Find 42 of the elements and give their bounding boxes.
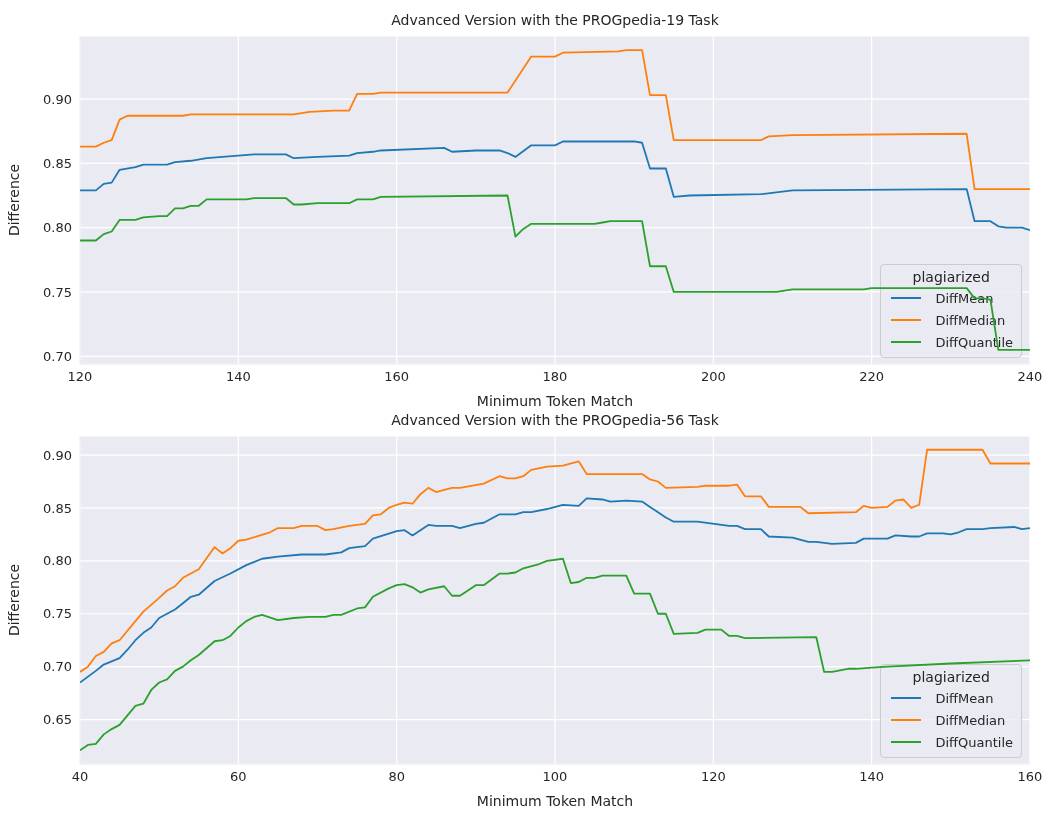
x-tick-label: 180 [542,369,568,385]
x-tick-label: 80 [388,769,405,785]
chart-title: Advanced Version with the PROGpedia-19 Task [390,11,720,30]
y-tick-label: 0.90 [43,447,72,463]
x-tick-label: 240 [1017,369,1043,385]
x-axis-title: Minimum Token Match [476,793,634,809]
line-series [80,448,1030,673]
x-tick-label: 220 [859,369,885,385]
y-tick-label: 0.75 [43,606,72,622]
line-series [80,49,1030,190]
y-tick-label: 0.90 [43,91,72,107]
chart-title: Advanced Version with the PROGpedia-56 Task [390,411,720,430]
x-tick-label: 200 [700,369,726,385]
line-series [80,194,1030,351]
y-tick-label: 0.70 [43,348,72,364]
x-tick-label: 120 [67,369,93,385]
x-tick-label: 140 [859,769,885,785]
y-axis-title: Difference [5,163,22,237]
y-tick-label: 0.85 [43,155,72,171]
line-series [80,497,1030,684]
line-series [80,140,1030,232]
y-tick-label: 0.85 [43,500,72,516]
legend-title: plagiarized [911,269,991,285]
x-tick-label: 120 [700,769,726,785]
line-series [80,557,1030,752]
legend-label: DiffQuantile [935,734,1013,750]
x-tick-label: 60 [230,769,247,785]
y-tick-label: 0.70 [43,659,72,675]
legend-label: DiffMean [935,690,994,706]
y-axis-title: Difference [5,563,22,637]
y-tick-label: 0.75 [43,284,72,300]
x-tick-label: 100 [542,769,568,785]
legend-title: plagiarized [911,669,991,685]
legend-label: DiffMedian [935,712,1006,728]
x-axis-title: Minimum Token Match [476,393,634,409]
x-tick-label: 160 [1017,769,1043,785]
x-tick-label: 140 [225,369,251,385]
x-tick-label: 40 [71,769,89,785]
y-tick-label: 0.80 [43,553,72,569]
y-tick-label: 0.65 [43,712,72,728]
x-tick-label: 160 [384,369,410,385]
y-tick-label: 0.80 [43,220,72,236]
